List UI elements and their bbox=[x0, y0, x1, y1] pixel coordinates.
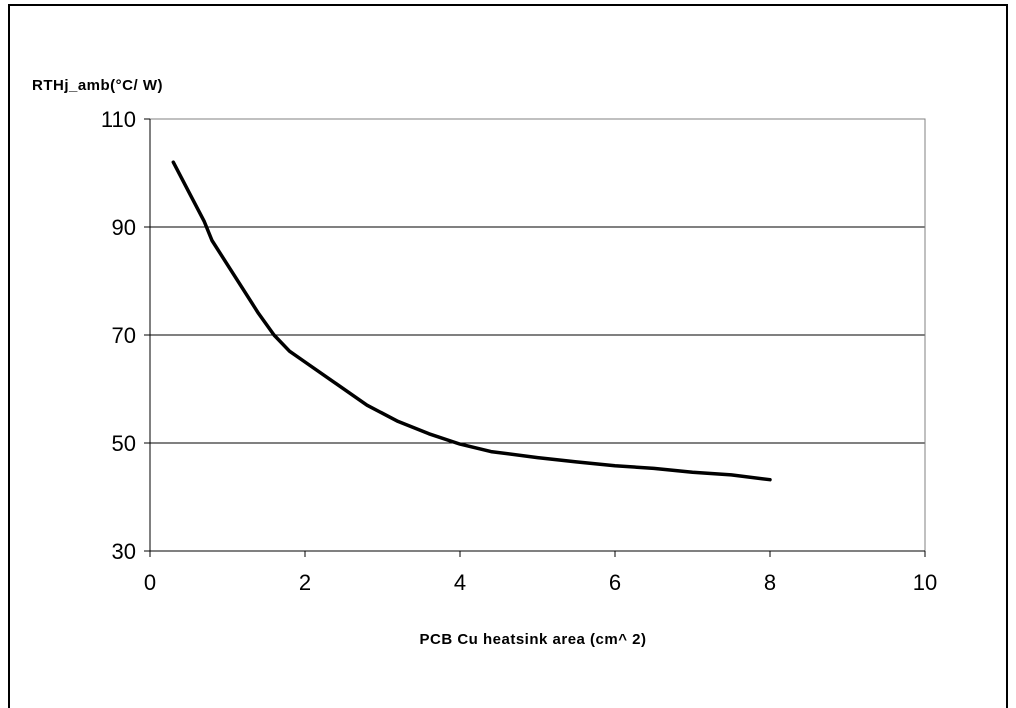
y-tick-label: 70 bbox=[112, 323, 136, 348]
series-line bbox=[171, 160, 772, 482]
y-tick-label: 30 bbox=[112, 539, 136, 564]
y-tick-label: 50 bbox=[112, 431, 136, 456]
x-tick-label: 0 bbox=[144, 570, 156, 595]
axes bbox=[144, 118, 926, 557]
y-tick-label: 110 bbox=[101, 107, 136, 132]
x-axis-title: PCB Cu heatsink area (cm^ 2) bbox=[420, 631, 647, 648]
x-tick-label: 10 bbox=[913, 570, 937, 595]
series bbox=[171, 160, 772, 482]
line-chart: 30 50 70 90 110 0 2 4 6 8 10 RTHj_amb(°C/ W) PCB C… bbox=[32, 77, 937, 648]
tick-labels: 30 50 70 90 110 0 2 4 6 8 10 bbox=[101, 107, 937, 595]
gridlines bbox=[150, 118, 925, 444]
chart-frame: 30 50 70 90 110 0 2 4 6 8 10 RTHj_amb(°C/ W) PCB C… bbox=[8, 4, 1008, 708]
x-tick-label: 8 bbox=[764, 570, 776, 595]
y-tick-label: 90 bbox=[112, 215, 136, 240]
x-tick-label: 4 bbox=[454, 570, 466, 595]
y-axis-title: RTHj_amb(°C/ W) bbox=[32, 77, 163, 94]
x-tick-label: 2 bbox=[299, 570, 311, 595]
x-tick-label: 6 bbox=[609, 570, 621, 595]
